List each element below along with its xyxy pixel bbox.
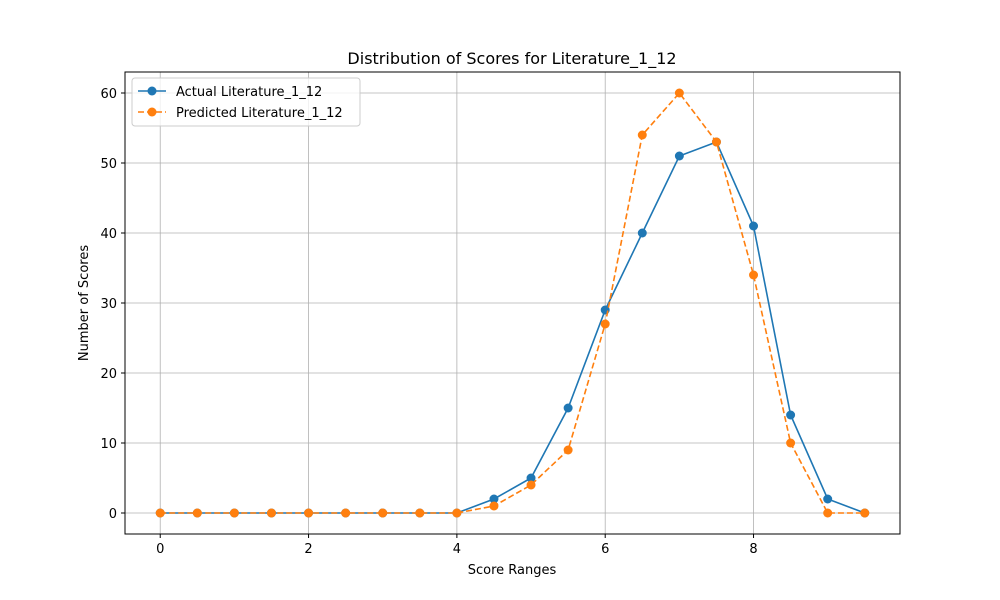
- data-point: [674, 88, 684, 98]
- y-tick-label: 20: [100, 367, 117, 382]
- x-tick-label: 8: [749, 542, 757, 557]
- data-point: [823, 508, 833, 518]
- data-point: [266, 508, 276, 518]
- data-point: [711, 137, 721, 147]
- data-point: [860, 508, 870, 518]
- x-tick-label: 2: [304, 542, 312, 557]
- data-point: [749, 221, 759, 231]
- data-point: [786, 410, 796, 420]
- data-point: [637, 130, 647, 140]
- x-tick-label: 4: [453, 542, 461, 557]
- data-point: [304, 508, 314, 518]
- data-point: [229, 508, 239, 518]
- y-tick-label: 50: [100, 157, 117, 172]
- data-point: [378, 508, 388, 518]
- data-point: [786, 438, 796, 448]
- y-axis-label: Number of Scores: [77, 245, 92, 361]
- x-tick-label: 0: [156, 542, 164, 557]
- data-point: [155, 508, 165, 518]
- legend-box: [131, 77, 361, 127]
- series-layer: [155, 88, 870, 518]
- y-tick-label: 0: [109, 507, 117, 522]
- data-point: [192, 508, 202, 518]
- y-tick-label: 30: [100, 297, 117, 312]
- data-point: [637, 228, 647, 238]
- series-line: [160, 91, 865, 514]
- data-point: [341, 508, 351, 518]
- series-line: [160, 140, 866, 514]
- x-axis-label: Score Ranges: [468, 563, 557, 578]
- legend: Actual Literature_1_12 Predicted Literatu…: [131, 77, 361, 127]
- data-point: [526, 473, 536, 483]
- data-point: [674, 151, 684, 161]
- data-point: [526, 480, 536, 490]
- data-point: [489, 501, 499, 511]
- series-predicted: [155, 88, 870, 518]
- legend-label: Predicted Literature_1_12: [176, 106, 343, 121]
- data-point: [563, 445, 573, 455]
- legend-marker: [147, 86, 157, 96]
- data-point: [749, 270, 759, 280]
- data-point: [563, 403, 573, 413]
- data-point: [489, 494, 499, 504]
- x-tick-label: 6: [601, 542, 609, 557]
- data-point: [452, 508, 462, 518]
- legend-label: Actual Literature_1_12: [176, 85, 322, 100]
- data-point: [823, 494, 833, 504]
- series-actual: [155, 137, 870, 518]
- data-point: [415, 508, 425, 518]
- grid: [125, 72, 900, 534]
- y-tick-label: 40: [100, 227, 117, 242]
- y-tick-label: 10: [100, 437, 117, 452]
- legend-marker: [147, 107, 157, 117]
- data-point: [600, 319, 610, 329]
- chart-title: Distribution of Scores for Literature_1_…: [347, 49, 676, 69]
- y-tick-label: 60: [100, 87, 117, 102]
- ticks: 0 2 4 6 8 0 10 20 30 40 50 60: [100, 87, 757, 557]
